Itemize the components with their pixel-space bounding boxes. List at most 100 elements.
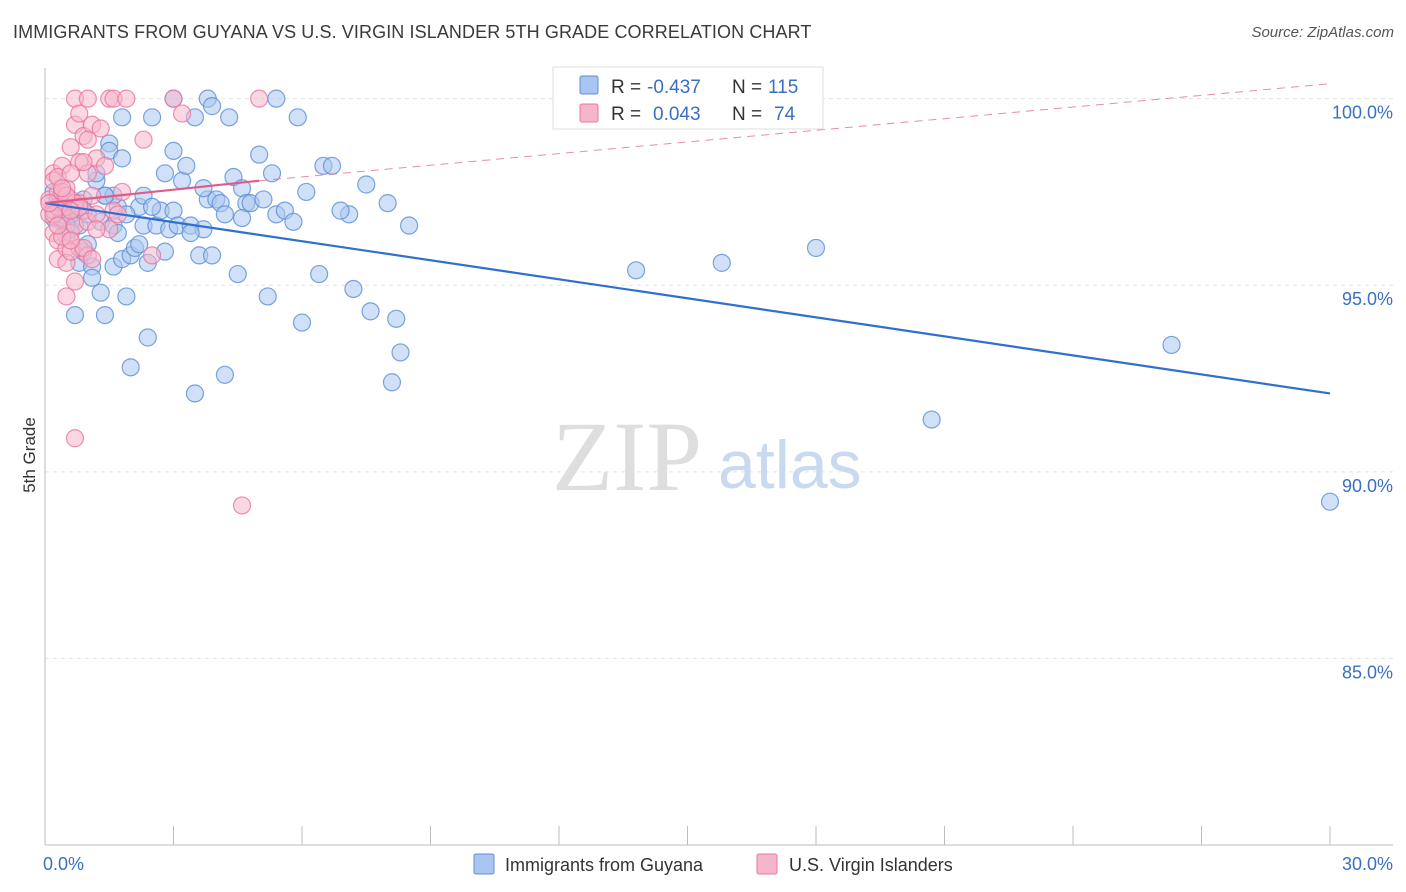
data-point-guyana <box>95 305 115 325</box>
data-point-virgin-islanders <box>61 164 80 183</box>
trend-line-virgin-islanders <box>44 179 260 205</box>
series-virgin-islanders-points <box>40 89 269 515</box>
data-point-virgin-islanders <box>91 119 110 138</box>
data-point-guyana <box>172 171 192 190</box>
data-point-virgin-islanders <box>134 130 153 149</box>
series-legend: Immigrants from Guyana U.S. Virgin Islan… <box>473 853 953 875</box>
data-point-virgin-islanders <box>172 104 192 123</box>
x-tick-label-min: 0.0% <box>43 854 84 874</box>
data-point-guyana <box>215 205 234 224</box>
y-tick-labels: 85.0% 90.0% 95.0% 100.0% <box>1332 103 1393 683</box>
stats-legend-r-value-blue: -0.437 <box>647 77 701 98</box>
data-point-guyana <box>117 287 136 306</box>
data-point-guyana <box>112 108 132 127</box>
data-point-virgin-islanders <box>74 152 93 172</box>
data-point-guyana <box>331 201 350 220</box>
data-point-virgin-islanders <box>87 220 106 239</box>
stats-legend-r-label-blue: R = <box>611 77 641 98</box>
data-point-virgin-islanders <box>95 156 115 175</box>
data-point-guyana <box>202 246 222 265</box>
data-point-virgin-islanders <box>112 182 132 202</box>
y-axis-title: 5th Grade <box>20 417 39 493</box>
series-legend-label-pink: U.S. Virgin Islanders <box>789 855 953 875</box>
data-point-virgin-islanders <box>61 201 80 220</box>
series-legend-swatch-pink <box>756 853 778 875</box>
data-point-virgin-islanders <box>232 496 252 515</box>
chart-title: IMMIGRANTS FROM GUYANA VS U.S. VIRGIN IS… <box>13 22 812 42</box>
data-point-guyana <box>65 305 85 325</box>
stats-legend: R = -0.437 N = 115 R = 0.043 N = 74 <box>552 66 824 130</box>
data-point-virgin-islanders <box>65 429 85 448</box>
chart-source: Source: ZipAtlas.com <box>1251 24 1394 41</box>
stats-legend-r-value-pink: 0.043 <box>653 104 701 125</box>
stats-legend-swatch-blue <box>579 75 599 95</box>
data-point-guyana <box>121 358 140 377</box>
y-tick-label: 95.0% <box>1342 289 1393 309</box>
data-point-virgin-islanders <box>48 216 67 235</box>
trend-line-guyana <box>44 202 1331 395</box>
data-point-guyana <box>297 182 316 202</box>
data-point-virgin-islanders <box>78 89 97 108</box>
data-point-guyana <box>181 223 200 243</box>
series-legend-label-blue: Immigrants from Guyana <box>505 855 704 875</box>
y-tick-label: 100.0% <box>1332 103 1393 123</box>
data-point-guyana <box>361 302 380 321</box>
data-point-guyana <box>1320 492 1340 511</box>
watermark: ZIP atlas <box>552 401 862 512</box>
data-point-guyana <box>155 164 175 183</box>
data-point-guyana <box>284 212 303 231</box>
data-point-virgin-islanders <box>61 231 80 250</box>
data-point-guyana <box>1162 335 1181 355</box>
y-tick-label: 90.0% <box>1342 476 1393 496</box>
data-point-virgin-islanders <box>83 250 102 269</box>
data-point-guyana <box>112 149 132 168</box>
data-point-guyana <box>806 238 826 258</box>
trend-line-virgin-islanders-extension <box>259 83 1331 182</box>
data-point-guyana <box>232 208 252 228</box>
data-point-guyana <box>922 410 941 429</box>
data-point-guyana <box>258 287 277 306</box>
data-point-virgin-islanders <box>250 89 269 108</box>
data-point-virgin-islanders <box>70 104 89 123</box>
data-point-guyana <box>185 384 205 403</box>
watermark-atlas: atlas <box>718 427 862 503</box>
data-point-guyana <box>382 373 402 392</box>
data-point-guyana <box>202 97 222 116</box>
data-point-guyana <box>378 194 397 213</box>
data-point-virgin-islanders <box>117 89 136 108</box>
data-point-virgin-islanders <box>53 179 72 198</box>
series-legend-swatch-blue <box>473 853 495 875</box>
data-point-guyana <box>357 175 376 194</box>
data-point-virgin-islanders <box>65 272 85 291</box>
data-point-guyana <box>322 156 342 175</box>
data-point-guyana <box>130 235 149 254</box>
data-point-virgin-islanders <box>61 138 80 157</box>
stats-legend-swatch-pink <box>579 103 599 123</box>
data-point-guyana <box>142 197 162 216</box>
axes <box>44 68 1393 846</box>
stats-legend-r-label-pink: R = <box>611 104 641 125</box>
data-point-virgin-islanders <box>57 287 76 306</box>
x-tick-label-max: 30.0% <box>1342 854 1393 874</box>
data-point-guyana <box>310 264 329 284</box>
data-point-guyana <box>626 261 646 280</box>
data-point-guyana <box>215 365 234 384</box>
stats-legend-n-label-blue: N = <box>732 77 762 98</box>
data-point-guyana <box>177 156 196 175</box>
data-point-guyana <box>142 108 162 127</box>
data-point-guyana <box>138 328 157 347</box>
data-point-guyana <box>164 201 183 220</box>
data-point-virgin-islanders <box>78 130 97 149</box>
stats-legend-n-value-blue: 115 <box>768 77 798 98</box>
y-tick-label: 85.0% <box>1342 662 1393 682</box>
data-point-guyana <box>292 313 312 332</box>
data-point-guyana <box>254 190 273 209</box>
stats-legend-n-value-pink: 74 <box>774 104 796 125</box>
data-point-virgin-islanders <box>142 246 162 265</box>
data-point-guyana <box>164 141 183 161</box>
data-point-guyana <box>262 164 282 183</box>
data-point-guyana <box>399 216 419 235</box>
data-point-guyana <box>344 279 363 299</box>
data-point-guyana <box>250 145 269 164</box>
